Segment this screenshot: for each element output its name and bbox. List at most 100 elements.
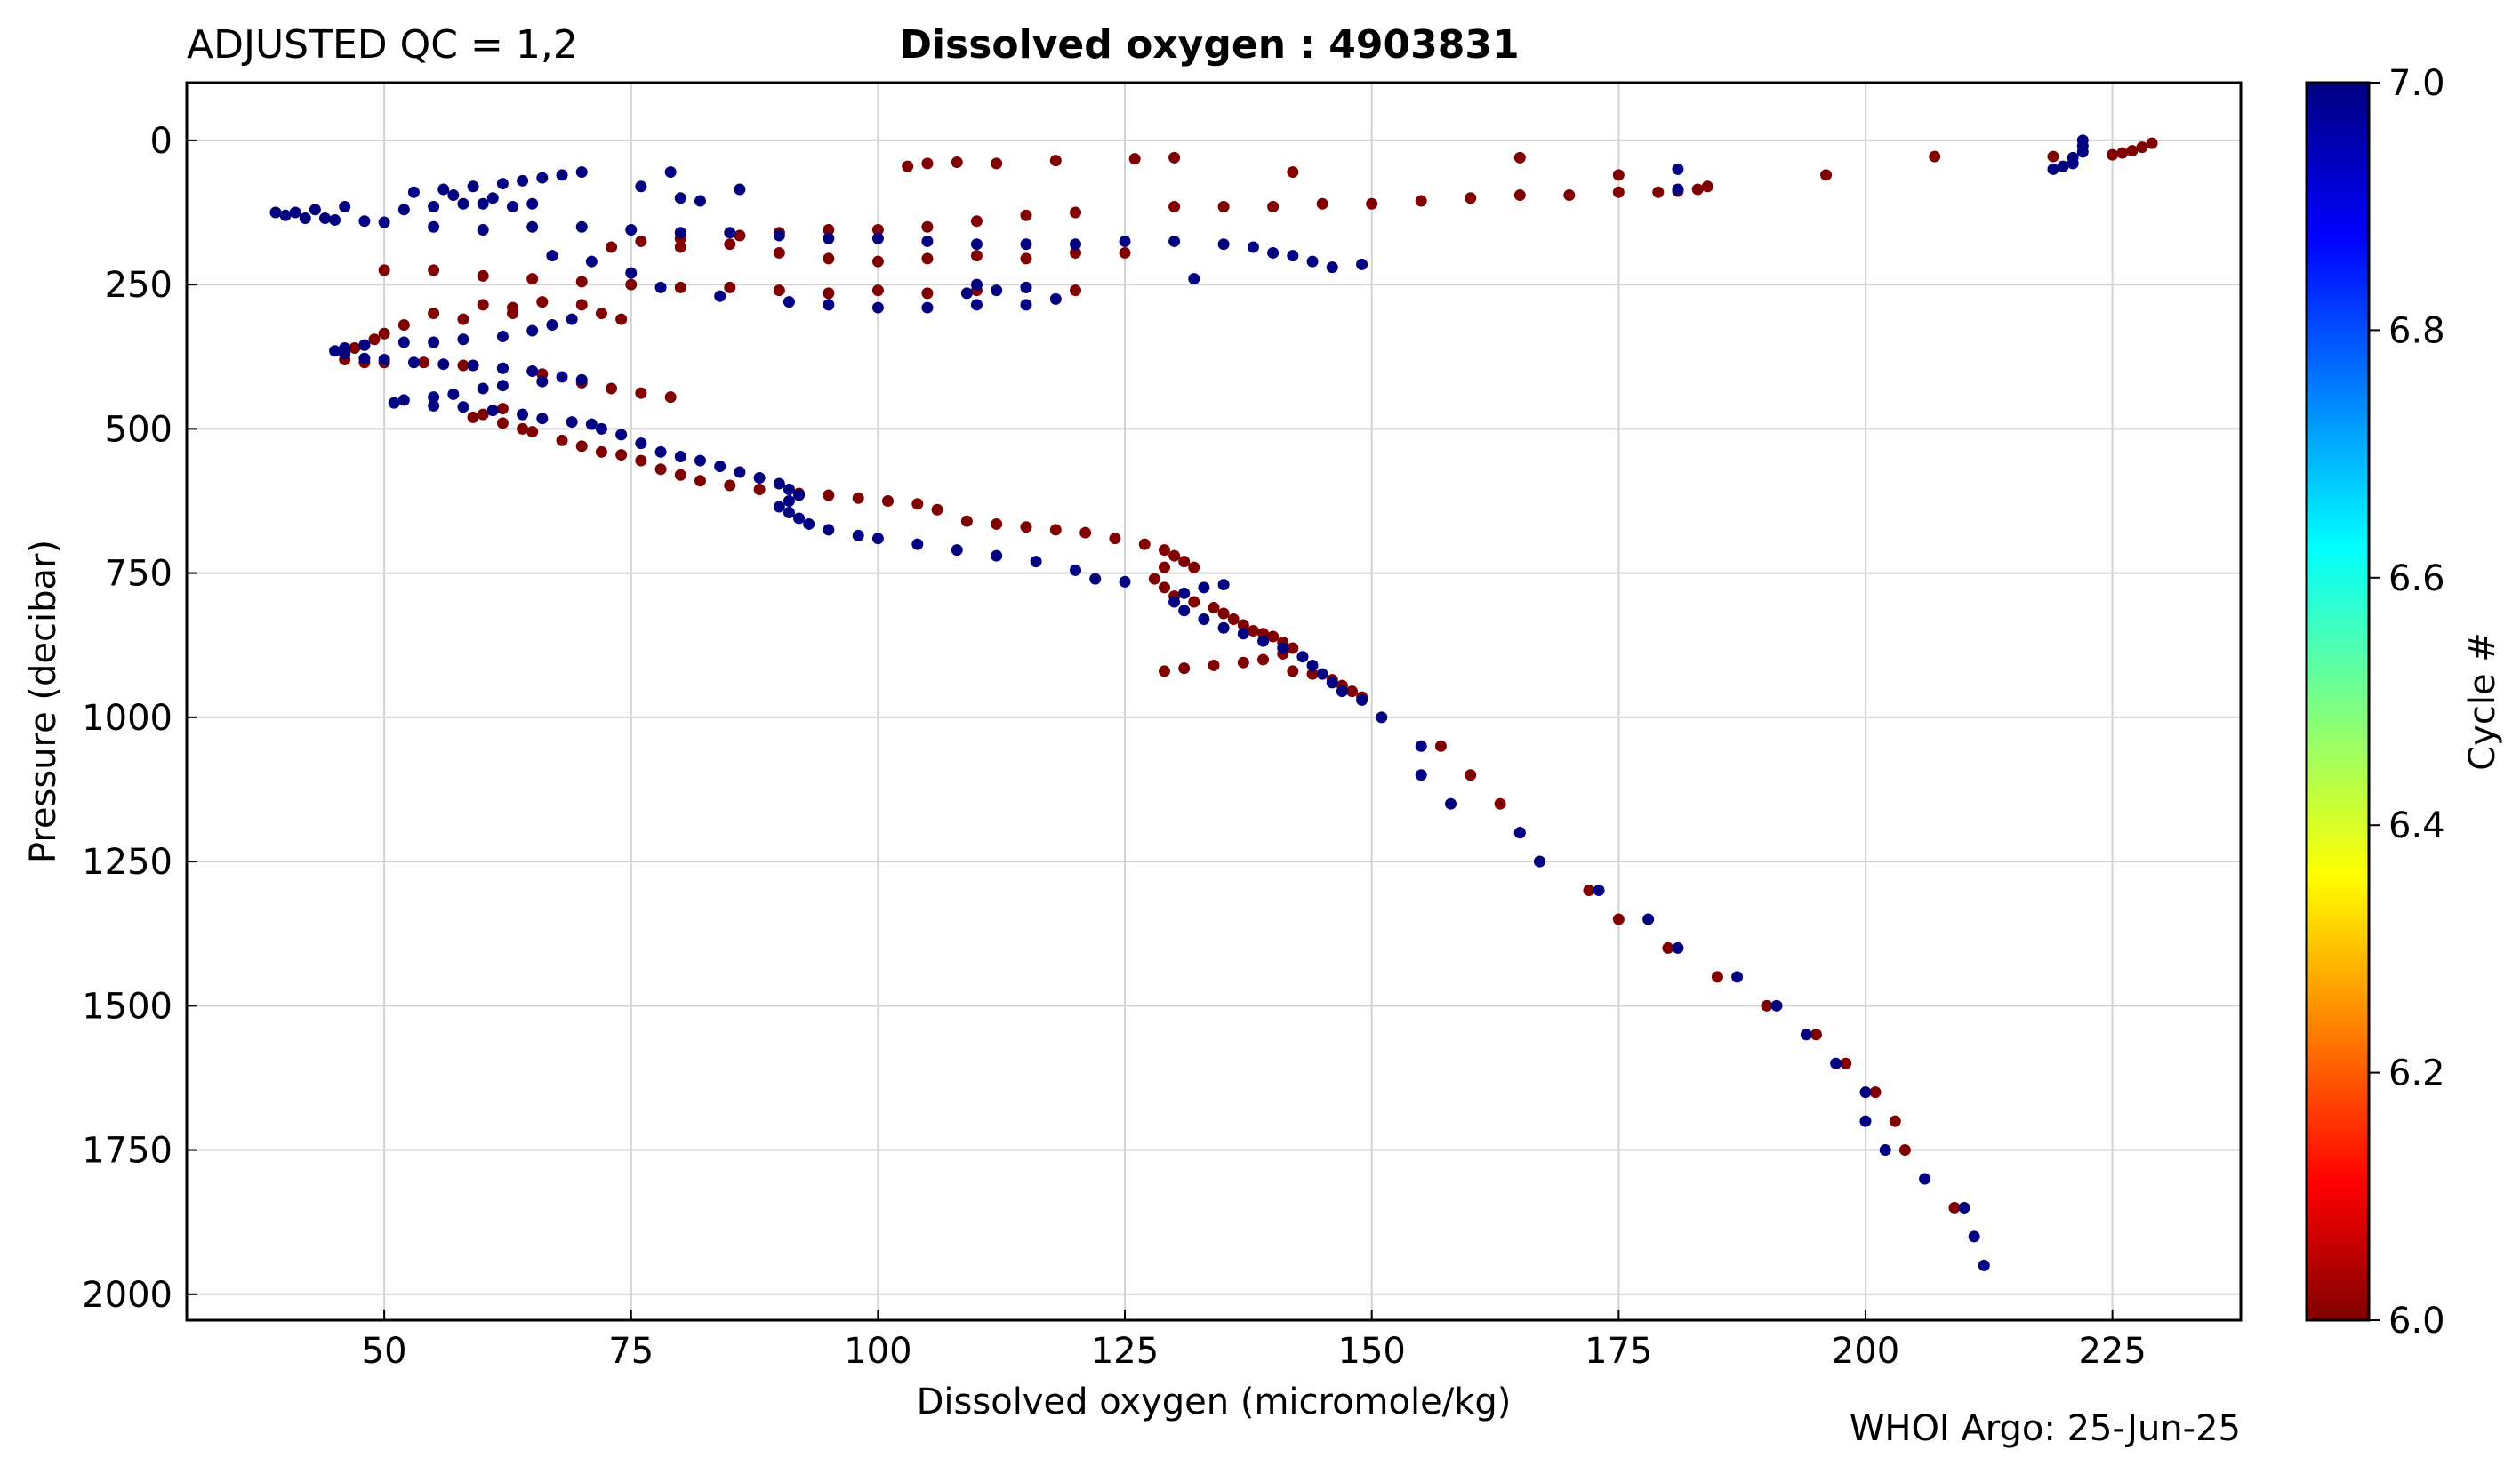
data-point	[1415, 740, 1427, 752]
y-tick-label: 500	[105, 409, 173, 450]
grid	[187, 83, 2241, 1320]
data-point	[1020, 238, 1032, 251]
data-point	[2116, 147, 2129, 159]
x-tick-label: 225	[2078, 1331, 2146, 1372]
colorbar-tick-label: 6.6	[2388, 558, 2445, 599]
data-point	[378, 327, 390, 340]
data-point	[991, 517, 1003, 530]
data-point	[428, 308, 440, 320]
data-point	[1583, 885, 1595, 897]
series-cycle-7	[269, 134, 2089, 1271]
data-point	[1919, 1173, 1931, 1185]
data-point	[1612, 169, 1625, 181]
data-point	[575, 276, 588, 288]
data-point	[724, 227, 736, 239]
y-tick-label: 1500	[82, 986, 173, 1027]
data-point	[397, 394, 410, 406]
y-tick-label: 1750	[82, 1131, 173, 1172]
data-point	[2076, 146, 2089, 158]
data-point	[911, 498, 924, 510]
data-point	[1257, 635, 1270, 647]
data-point	[1178, 556, 1191, 568]
data-point	[1465, 769, 1477, 781]
data-point	[1415, 769, 1427, 781]
data-point	[1158, 665, 1170, 677]
data-point	[477, 197, 489, 210]
data-point	[1049, 292, 1062, 305]
data-point	[556, 371, 568, 383]
data-point	[615, 313, 628, 325]
data-point	[1978, 1259, 1990, 1271]
data-point	[496, 380, 509, 392]
data-point	[823, 232, 835, 244]
data-point	[674, 469, 686, 481]
data-point	[397, 336, 410, 348]
data-point	[823, 223, 835, 236]
data-point	[1711, 971, 1723, 983]
data-point	[1642, 913, 1655, 925]
data-point	[1168, 235, 1181, 247]
data-point	[1652, 186, 1665, 198]
data-point	[1345, 685, 1358, 698]
data-point	[852, 529, 864, 541]
data-point	[970, 238, 983, 251]
data-point	[773, 246, 785, 259]
data-point	[1879, 1144, 1891, 1157]
data-point	[674, 192, 686, 204]
data-point	[457, 333, 469, 346]
data-point	[1188, 273, 1200, 285]
data-point	[694, 195, 706, 207]
data-point	[1810, 1029, 1822, 1041]
data-point	[1326, 677, 1338, 689]
data-point	[526, 197, 539, 210]
data-point	[1158, 581, 1170, 594]
data-point	[606, 382, 618, 395]
data-point	[951, 544, 963, 557]
data-point	[1316, 668, 1328, 680]
data-point	[2057, 160, 2069, 172]
data-point	[1287, 250, 1299, 262]
data-point	[477, 408, 489, 421]
data-point	[654, 463, 667, 476]
data-point	[1070, 238, 1082, 251]
data-point	[536, 296, 549, 308]
data-point	[921, 220, 934, 233]
data-point	[734, 466, 746, 478]
data-point	[823, 252, 835, 265]
data-point	[397, 204, 410, 216]
data-point	[526, 220, 539, 233]
data-point	[1513, 151, 1526, 164]
data-point	[566, 313, 578, 325]
data-point	[773, 284, 785, 297]
data-point	[773, 229, 785, 242]
data-point	[991, 157, 1003, 170]
data-point	[428, 399, 440, 412]
data-point	[1306, 659, 1319, 671]
colorbar-label: Cycle #	[2462, 632, 2503, 771]
data-point	[1306, 668, 1319, 680]
data-point	[1237, 628, 1249, 640]
data-point	[407, 186, 420, 198]
data-point	[1109, 533, 1121, 545]
data-point	[1267, 630, 1280, 643]
data-points	[269, 134, 2158, 1271]
data-point	[970, 215, 983, 228]
data-point	[496, 362, 509, 374]
data-point	[635, 235, 647, 247]
data-point	[1188, 561, 1200, 573]
data-point	[1208, 602, 1220, 614]
data-point	[1070, 206, 1082, 219]
data-point	[1089, 573, 1102, 585]
data-point	[358, 215, 371, 228]
footer-credit: WHOI Argo: 25-Jun-25	[1850, 1408, 2241, 1449]
colorbar-tick-label: 6.0	[2388, 1301, 2445, 1342]
data-point	[871, 255, 884, 268]
data-point	[329, 345, 341, 357]
x-tick-label: 125	[1091, 1331, 1159, 1372]
data-point	[1533, 855, 1545, 868]
data-point	[921, 301, 934, 314]
data-point	[921, 252, 934, 265]
colorbar-tick-label: 6.8	[2388, 310, 2445, 351]
data-point	[378, 353, 390, 365]
data-point	[852, 492, 864, 504]
